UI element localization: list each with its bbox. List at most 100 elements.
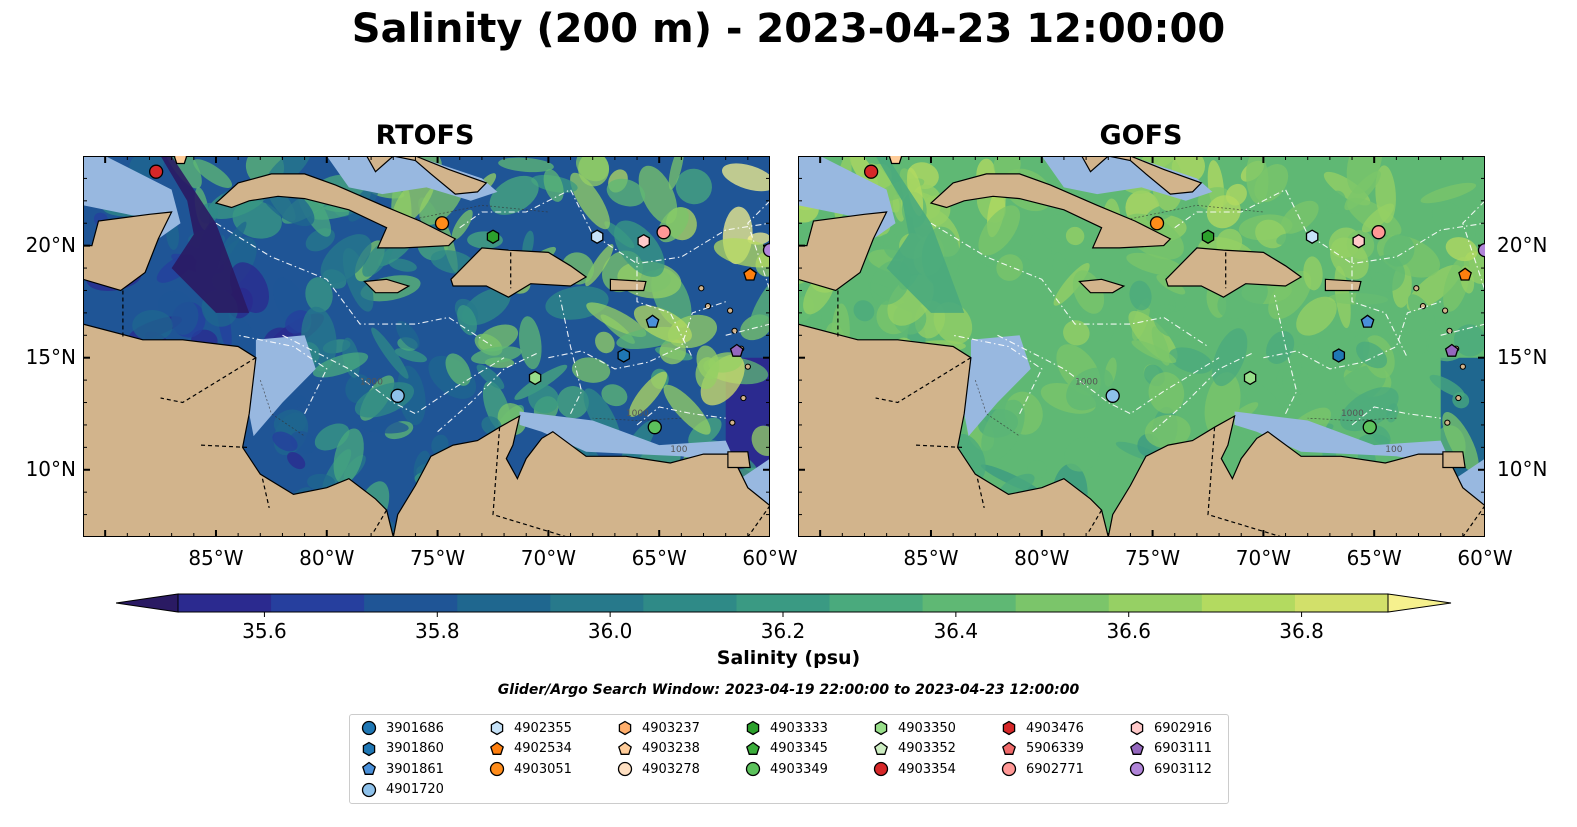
float-marker-4903354[interactable] [863,164,879,179]
float-marker-4903238[interactable] [173,156,188,165]
legend-label: 4902355 [514,720,572,736]
land-puertorico [1324,278,1362,292]
float-marker-4903349[interactable] [647,420,662,435]
pentagon-marker-icon [1130,741,1144,755]
colorbar-tick-label: 36.8 [1279,619,1324,643]
colorbar-segment [1294,594,1389,612]
legend-item: 6902771 [1000,759,1084,779]
lon-tick-label: 70°W [1235,546,1291,570]
legend-item: 6903112 [1128,759,1212,779]
pentagon-marker-icon [490,741,504,755]
legend-label: 4903476 [1026,720,1084,736]
lon-tick-label: 75°W [409,546,466,570]
legend-item: 6902916 [1128,718,1212,738]
float-marker-4903238[interactable] [888,156,903,165]
float-marker-3901861[interactable] [1360,314,1375,328]
lon-tick-label: 85°W [188,546,244,570]
float-marker-3901861[interactable] [645,314,660,328]
contour-label: 100 [1385,445,1402,455]
colorbar-segment [829,594,924,612]
float-marker-6903111[interactable] [729,343,744,357]
legend-label: 4903345 [770,741,828,756]
float-marker-4901720[interactable] [1105,388,1120,403]
lat-tick-label: 15°N [25,344,76,369]
float-marker-6903111[interactable] [1444,343,1459,357]
legend-item: 4903345 [744,739,828,759]
float-marker-3901860[interactable] [1332,348,1346,363]
rtofs-salinity-map[interactable]: 1000 1000 100 [83,156,770,537]
hexagon-marker-icon [746,720,760,736]
colorbar-segment [736,594,831,612]
contour-label: 1000 [1075,378,1098,388]
lon-tick-label: 70°W [520,546,576,570]
shelf-guiana [736,458,770,506]
circle-marker-icon [873,761,889,777]
legend-label: 3901686 [386,720,444,736]
lat-tick-label: 10°N [25,456,76,481]
float-marker-4902534[interactable] [1458,267,1472,281]
legend-item: 3901686 [360,718,444,738]
contour-label: 1000 [360,378,383,388]
float-marker-4903350[interactable] [528,370,542,386]
hexagon-marker-icon [490,720,504,736]
land-samerica [392,414,770,537]
legend-item: 4902534 [488,739,572,759]
lat-tick-label: 20°N [1497,232,1548,257]
float-marker-4903349[interactable] [1362,420,1377,435]
lat-tick-label: 15°N [1497,344,1548,369]
legend-label: 4903051 [514,761,572,777]
circle-marker-icon [361,720,377,736]
float-marker-4903354[interactable] [148,164,164,179]
land-trinidad [727,451,751,469]
legend-item: 3901860 [360,739,444,759]
float-marker-6902916[interactable] [637,233,650,249]
panel-title-rtofs: RTOFS [375,120,475,151]
legend-label: 6902916 [1154,720,1212,736]
legend-label: 6902771 [1026,761,1084,777]
float-marker-4902534[interactable] [743,267,757,281]
hexagon-marker-icon [618,720,632,736]
colorbar-extend-low [116,593,179,613]
float-marker-3901860[interactable] [617,348,631,363]
float-marker-4901720[interactable] [390,388,405,403]
hexagon-marker-icon [1002,720,1016,736]
legend-item: 4903238 [616,739,700,759]
float-marker-4903051[interactable] [1149,216,1165,231]
colorbar-tick-label: 35.8 [415,619,460,643]
hexagon-marker-icon [874,720,888,736]
float-marker-4903333[interactable] [1201,229,1215,244]
shelf-ven [519,411,737,466]
pentagon-marker-icon [874,741,888,755]
circle-marker-icon [617,761,633,777]
land-jamaica [363,278,411,294]
float-marker-4903333[interactable] [486,229,500,244]
float-legend: 3901686 3901860 3901861 4901720 4902355 49025… [349,714,1229,804]
lon-tick-label: 75°W [1124,546,1181,570]
land-bahamas [1081,156,1203,195]
float-marker-4903051[interactable] [434,216,450,231]
lon-tick-label: 80°W [299,546,355,570]
legend-label: 4901720 [386,782,444,797]
float-marker-4903350[interactable] [1243,370,1257,386]
gofs-salinity-map[interactable]: 1000 1000 100 [798,156,1485,537]
float-marker-4902355[interactable] [1305,229,1319,244]
colorbar-segment [550,594,644,612]
float-marker-6902771[interactable] [1371,225,1386,240]
colorbar-segment [922,594,1017,612]
legend-label: 4903237 [642,720,700,736]
legend-label: 6903111 [1154,741,1212,756]
float-marker-4902355[interactable] [590,229,604,244]
float-marker-6903112[interactable] [1477,242,1486,258]
legend-item: 4903354 [872,759,956,779]
shelf-guiana [1451,458,1485,506]
float-marker-6902771[interactable] [656,225,671,240]
float-marker-6903112[interactable] [762,242,771,258]
colorbar-segment [1015,594,1110,612]
legend-item: 4903333 [744,718,828,738]
legend-label: 6903112 [1154,761,1212,777]
legend-label: 4903354 [898,761,956,777]
hexagon-marker-icon [362,741,376,756]
panel-title-gofs: GOFS [1099,120,1183,151]
float-marker-6902916[interactable] [1352,233,1365,249]
pentagon-marker-icon [618,741,632,755]
